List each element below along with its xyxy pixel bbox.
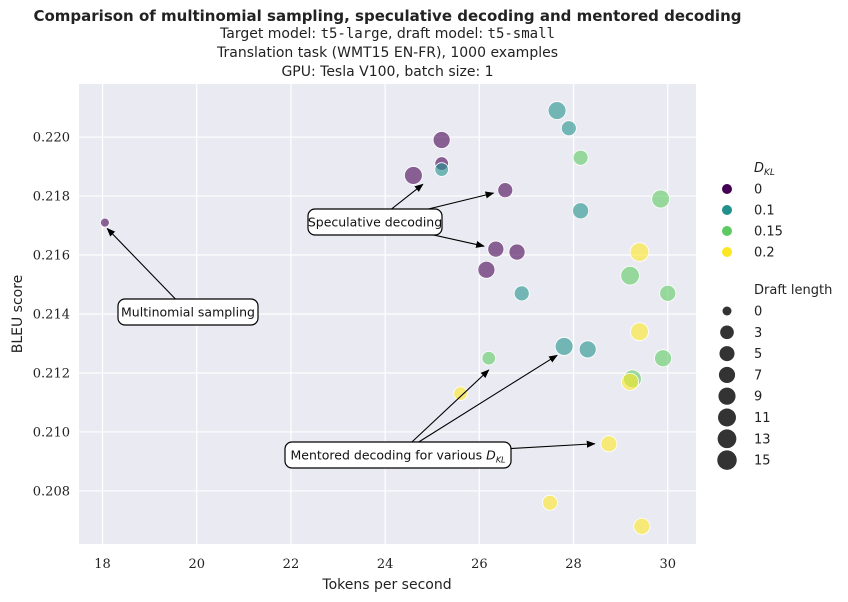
target-model-name: t5-large — [320, 26, 388, 42]
data-point — [497, 182, 514, 199]
annotation-mentored-label: Mentored decoding for various DKL — [290, 448, 505, 465]
annotation-multinomial-box — [117, 298, 259, 326]
x-tick-label: 22 — [283, 557, 300, 572]
hue-legend-title: DKL — [754, 161, 775, 178]
legend-color-label: 0 — [754, 183, 762, 198]
legend-color-label: 0.1 — [754, 204, 775, 219]
subtitle-target-prefix: Target model: — [220, 26, 321, 42]
legend-size-swatch — [718, 387, 736, 405]
data-point — [600, 435, 618, 453]
y-tick-label: 0.218 — [33, 190, 70, 205]
legend-size-label: 3 — [754, 326, 762, 341]
data-point — [654, 349, 672, 368]
data-point — [572, 202, 590, 220]
draft-model-name: t5-small — [487, 26, 555, 42]
legend-color-label: 0.2 — [754, 246, 775, 261]
legend-color-swatch — [722, 205, 732, 215]
x-tick-label: 20 — [188, 557, 205, 572]
y-tick-label: 0.208 — [33, 484, 70, 499]
legend-size-swatch — [719, 346, 735, 362]
y-axis-label: BLEU score — [10, 275, 26, 354]
y-tick-label: 0.212 — [33, 366, 70, 381]
x-tick-label: 30 — [659, 557, 676, 572]
y-tick-label: 0.216 — [33, 249, 70, 264]
data-point — [542, 494, 558, 511]
x-axis-label: Tokens per second — [321, 577, 451, 593]
data-point — [630, 322, 649, 342]
data-point — [620, 265, 640, 286]
annotation-speculative-label: Speculative decoding — [308, 215, 442, 230]
legend-color-swatch — [722, 184, 732, 194]
data-point — [560, 120, 577, 137]
x-tick-label: 24 — [377, 557, 394, 572]
data-point — [487, 240, 505, 258]
legend-size-swatch — [717, 450, 737, 470]
legend-size-label: 9 — [754, 390, 762, 405]
y-tick-label: 0.214 — [33, 308, 70, 323]
data-point — [547, 101, 567, 120]
data-point — [513, 285, 530, 302]
data-point — [621, 372, 640, 391]
legend-size-swatch — [718, 366, 736, 383]
legend: DKL 0 0.1 0.15 0.2 Draft length 0 3 5 7 9 11 13 15 — [717, 161, 832, 470]
annotation-arrow — [397, 354, 558, 456]
annotation-multinomial-label: Multinomial sampling — [121, 305, 255, 320]
legend-color-label: 0.15 — [754, 225, 783, 240]
legend-size-label: 13 — [754, 432, 771, 447]
legend-size-swatch — [717, 429, 737, 449]
x-tick-label: 26 — [471, 557, 488, 572]
legend-color-swatch — [722, 226, 732, 236]
annotation-arrow — [106, 227, 189, 313]
x-tick-label: 18 — [94, 557, 111, 572]
data-point — [578, 340, 597, 359]
legend-size-label: 15 — [754, 454, 771, 469]
subtitle-gpu: GPU: Tesla V100, batch size: 1 — [281, 64, 494, 80]
data-point — [432, 131, 451, 149]
data-point — [633, 517, 651, 535]
data-point — [404, 166, 423, 185]
legend-color-swatch — [722, 247, 732, 257]
data-point — [453, 386, 468, 401]
legend-size-swatch — [718, 408, 736, 427]
data-point — [477, 260, 496, 279]
legend-size-swatch — [720, 325, 734, 340]
data-point — [481, 350, 497, 366]
subtitle-draft-prefix: , draft model: — [388, 26, 488, 42]
data-point — [659, 284, 677, 302]
data-point — [434, 162, 449, 177]
chart-title: Comparison of multinomial sampling, spec… — [33, 7, 742, 25]
size-legend-title: Draft length — [754, 283, 832, 298]
annotation-mentored-box — [284, 441, 512, 469]
legend-size-swatch — [722, 306, 732, 316]
annotation-arrow — [397, 369, 490, 456]
subtitle-models: Target model: t5-large, draft model: t5-… — [0, 25, 775, 44]
annotation-speculative-box — [307, 208, 443, 236]
x-tick-label: 28 — [565, 557, 582, 572]
data-point — [554, 337, 574, 356]
y-tick-label: 0.210 — [33, 425, 70, 440]
legend-size-label: 0 — [754, 305, 762, 320]
data-point — [100, 217, 110, 228]
subtitle-task: Translation task (WMT15 EN-FR), 1000 exa… — [217, 45, 558, 61]
data-point — [508, 243, 526, 261]
y-tick-label: 0.220 — [33, 131, 70, 146]
data-point — [629, 242, 650, 262]
legend-size-label: 7 — [754, 368, 762, 383]
data-point — [651, 189, 671, 209]
data-point — [572, 149, 589, 166]
legend-size-label: 5 — [754, 347, 762, 362]
legend-size-label: 11 — [754, 411, 771, 426]
